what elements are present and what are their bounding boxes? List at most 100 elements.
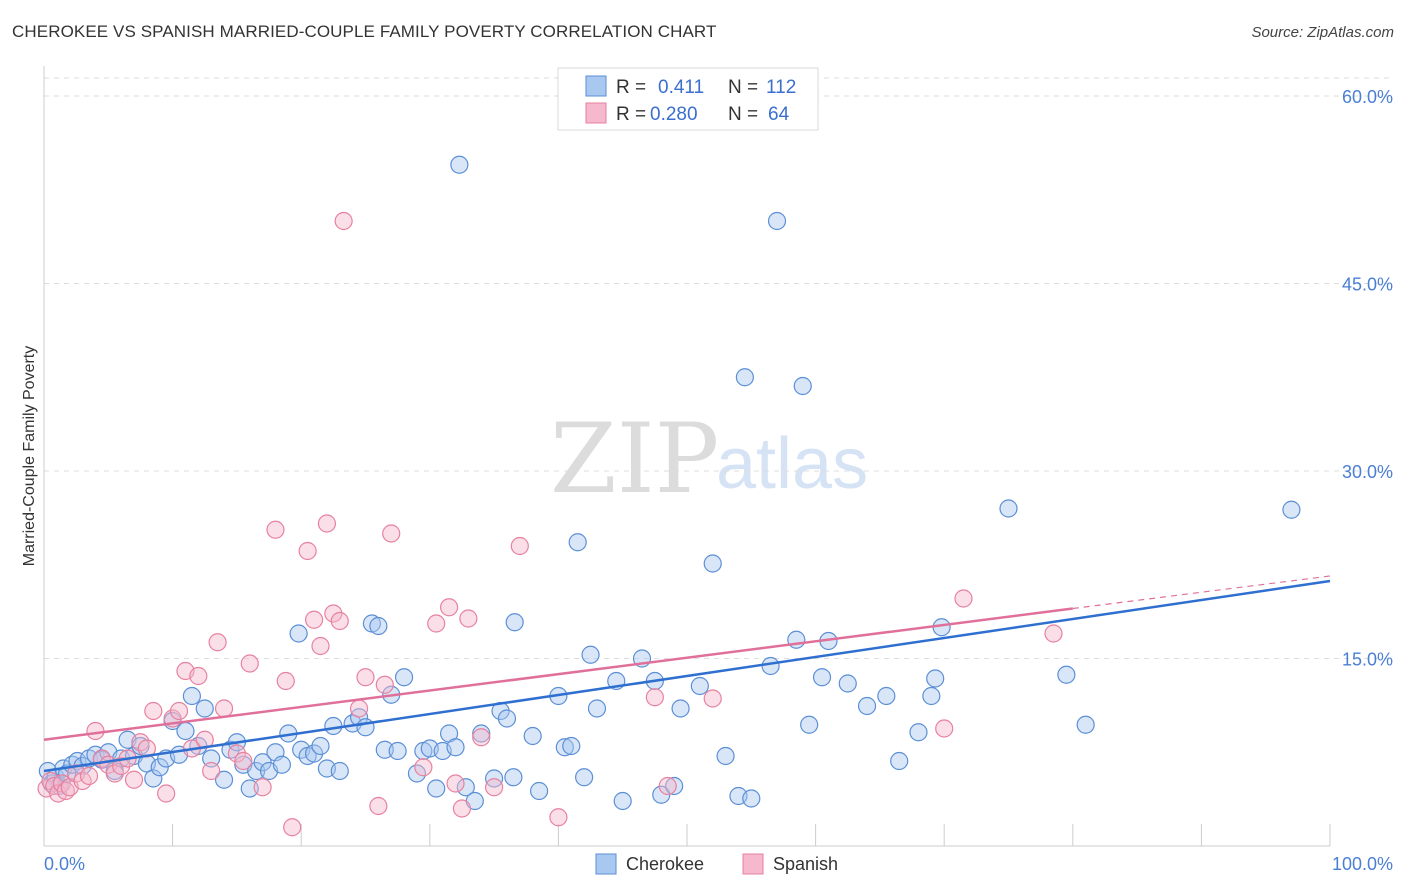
x-tick-label-min: 0.0% xyxy=(44,854,85,874)
cherokee-point xyxy=(144,769,163,788)
spanish-point xyxy=(112,756,131,776)
spanish-points xyxy=(37,211,1063,837)
cherokee-point xyxy=(568,533,587,552)
cherokee-point xyxy=(877,686,896,706)
legend-spanish-swatch xyxy=(742,853,764,875)
cherokee-point xyxy=(812,668,832,687)
cherokee-point xyxy=(767,211,787,231)
spanish-point xyxy=(266,520,285,539)
cherokee-point xyxy=(446,738,465,757)
spanish-point xyxy=(227,744,246,763)
spanish-point xyxy=(86,721,105,741)
series-legend: Cherokee Spanish xyxy=(595,853,838,875)
cherokee-points xyxy=(38,155,1301,811)
cherokee-point xyxy=(1076,715,1095,734)
cherokee-point xyxy=(800,715,819,734)
cherokee-point xyxy=(716,746,735,766)
spanish-point xyxy=(446,774,465,793)
cherokee-point xyxy=(388,741,407,761)
spanish-point xyxy=(510,536,529,556)
spanish-point xyxy=(935,719,954,738)
cherokee-point xyxy=(356,718,375,737)
cherokee-point xyxy=(690,676,709,696)
spanish-point xyxy=(459,609,478,628)
n-value-cherokee: 112 xyxy=(766,77,796,98)
cherokee-point xyxy=(587,699,607,718)
cherokee-point xyxy=(182,686,201,706)
cherokee-point xyxy=(1282,500,1301,519)
cherokee-point xyxy=(1057,665,1076,684)
spanish-point xyxy=(645,688,664,707)
spanish-trend-line xyxy=(43,607,1073,741)
gridlines xyxy=(44,77,1392,659)
cherokee-point xyxy=(202,749,221,768)
watermark-zip: ZIP xyxy=(550,403,719,515)
spanish-trend-extension xyxy=(1072,575,1331,610)
y-tick-label: 15.0% xyxy=(1342,650,1393,670)
cherokee-point xyxy=(838,674,857,693)
spanish-point xyxy=(549,808,568,827)
legend-cherokee-swatch xyxy=(595,853,617,875)
cherokee-point xyxy=(369,616,388,636)
cherokee-point xyxy=(555,738,574,757)
spanish-point xyxy=(658,776,677,796)
cherokee-point xyxy=(890,751,909,771)
cherokee-point xyxy=(926,669,945,688)
y-axis-label: Married-Couple Family Poverty xyxy=(21,346,38,567)
spanish-swatch xyxy=(585,102,607,124)
y-tick-label: 60.0% xyxy=(1342,87,1393,107)
cherokee-point xyxy=(214,770,234,789)
spanish-point xyxy=(283,818,302,837)
cherokee-point xyxy=(909,723,928,742)
spanish-point xyxy=(1044,624,1063,643)
cherokee-point xyxy=(375,740,394,759)
cherokee-point xyxy=(330,761,349,781)
spanish-point xyxy=(330,611,349,631)
watermark-atlas: atlas xyxy=(716,424,868,504)
spanish-point xyxy=(276,671,295,691)
spanish-point xyxy=(349,699,369,718)
spanish-point xyxy=(452,799,472,818)
spanish-point xyxy=(202,761,221,781)
spanish-point xyxy=(144,701,163,721)
cherokee-point xyxy=(703,554,722,573)
spanish-point xyxy=(317,514,337,533)
cherokee-point xyxy=(613,791,632,811)
cherokee-point xyxy=(793,376,812,396)
spanish-point xyxy=(214,699,234,718)
cherokee-point xyxy=(999,499,1018,518)
cherokee-point xyxy=(735,368,754,387)
x-tick-labels: 0.0% 100.0% xyxy=(44,854,1393,874)
cherokee-point xyxy=(324,716,343,736)
legend-cherokee-label: Cherokee xyxy=(626,854,704,874)
spanish-point xyxy=(954,589,973,608)
trend-lines xyxy=(43,575,1331,773)
spanish-point xyxy=(324,604,343,623)
spanish-point xyxy=(382,524,401,543)
cherokee-point xyxy=(575,768,594,787)
n-label-cherokee: N = xyxy=(728,77,758,98)
spanish-point xyxy=(369,796,388,816)
cherokee-trend-line xyxy=(43,579,1331,773)
spanish-point xyxy=(79,766,99,786)
n-value-spanish: 64 xyxy=(768,104,790,125)
cherokee-point xyxy=(761,656,780,676)
y-tick-label: 45.0% xyxy=(1342,275,1393,295)
spanish-point xyxy=(169,701,189,721)
spanish-point xyxy=(105,764,124,783)
cherokee-point xyxy=(456,778,475,797)
r-value-cherokee: 0.411 xyxy=(658,77,704,98)
spanish-point xyxy=(472,728,491,747)
stats-legend: R = 0.411 N = 112 R = 0.280 N = 64 xyxy=(557,67,819,131)
cherokee-point xyxy=(240,779,259,798)
cherokee-point xyxy=(523,726,542,746)
cherokee-swatch xyxy=(585,75,607,97)
spanish-point xyxy=(356,668,375,687)
y-tick-labels: 15.0% 30.0% 45.0% 60.0% xyxy=(1342,87,1393,670)
cherokee-point xyxy=(427,779,446,798)
cherokee-point xyxy=(272,755,292,774)
spanish-point xyxy=(427,614,446,633)
spanish-point xyxy=(375,675,394,694)
source-credit: Source: ZipAtlas.com xyxy=(1251,24,1394,41)
